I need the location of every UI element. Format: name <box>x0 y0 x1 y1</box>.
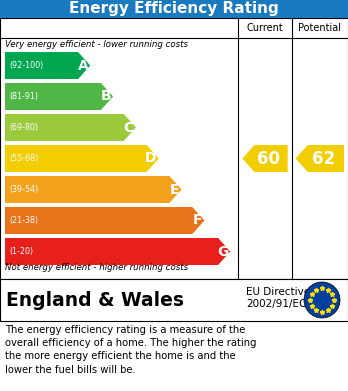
Polygon shape <box>5 114 136 141</box>
Text: (55-68): (55-68) <box>9 154 38 163</box>
Text: Very energy efficient - lower running costs: Very energy efficient - lower running co… <box>5 40 188 49</box>
Text: (81-91): (81-91) <box>9 92 38 101</box>
Bar <box>0 279 348 321</box>
Text: 60: 60 <box>257 149 280 167</box>
Polygon shape <box>5 52 90 79</box>
Text: The energy efficiency rating is a measure of the
overall efficiency of a home. T: The energy efficiency rating is a measur… <box>5 325 256 375</box>
Text: D: D <box>145 151 157 165</box>
Text: EU Directive
2002/91/EC: EU Directive 2002/91/EC <box>246 287 310 309</box>
Circle shape <box>304 282 340 318</box>
Polygon shape <box>5 238 230 265</box>
Text: G: G <box>217 244 228 258</box>
Polygon shape <box>5 176 182 203</box>
Text: F: F <box>193 213 203 228</box>
Text: Not energy efficient - higher running costs: Not energy efficient - higher running co… <box>5 263 188 272</box>
Text: E: E <box>170 183 180 197</box>
Text: C: C <box>124 120 134 135</box>
Text: (21-38): (21-38) <box>9 216 38 225</box>
Text: 62: 62 <box>312 149 335 167</box>
Polygon shape <box>5 207 204 234</box>
Bar <box>0 0 348 18</box>
Text: (1-20): (1-20) <box>9 247 33 256</box>
Bar <box>0 18 348 279</box>
Text: (92-100): (92-100) <box>9 61 43 70</box>
Polygon shape <box>295 145 344 172</box>
Polygon shape <box>5 83 113 110</box>
Text: (69-80): (69-80) <box>9 123 38 132</box>
Text: England & Wales: England & Wales <box>6 291 184 310</box>
Text: Current: Current <box>247 23 283 33</box>
Text: Potential: Potential <box>298 23 341 33</box>
Polygon shape <box>242 145 288 172</box>
Polygon shape <box>5 145 159 172</box>
Text: Energy Efficiency Rating: Energy Efficiency Rating <box>69 2 279 16</box>
Text: (39-54): (39-54) <box>9 185 38 194</box>
Text: B: B <box>101 90 111 104</box>
Text: A: A <box>78 59 88 72</box>
